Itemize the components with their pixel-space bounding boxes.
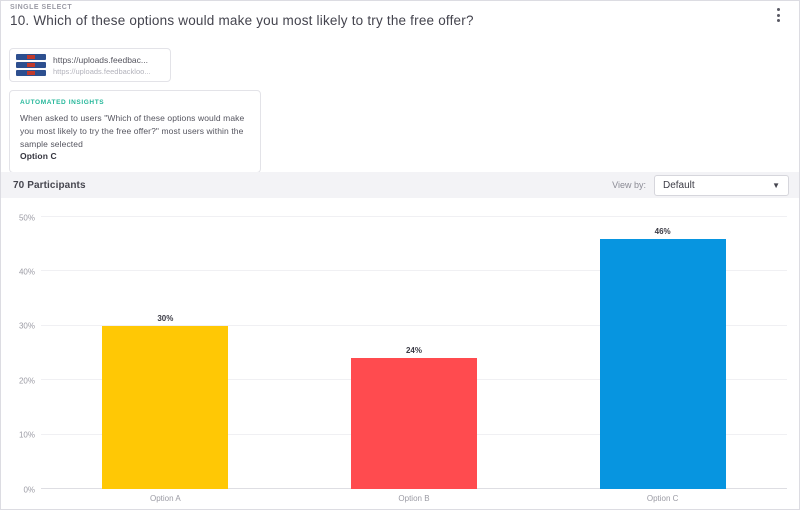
automated-insights-card: AUTOMATED INSIGHTS When asked to users "… bbox=[9, 90, 261, 173]
bar-column-option-b: 24% Option B bbox=[290, 217, 539, 503]
gridline-30 bbox=[41, 324, 787, 326]
insights-text: When asked to users "Which of these opti… bbox=[20, 112, 250, 163]
y-axis-tick-label: 10% bbox=[18, 430, 35, 440]
gridline-50 bbox=[41, 216, 787, 217]
x-axis-category-label: Option C bbox=[646, 494, 679, 503]
bar-value-label: 46% bbox=[654, 226, 671, 236]
participants-count: 70 Participants bbox=[13, 179, 86, 191]
y-axis-tick-label: 20% bbox=[18, 376, 35, 386]
participants-bar: 70 Participants View by: Default ▼ bbox=[1, 172, 799, 198]
bar-column-option-a: 30% Option A bbox=[41, 217, 290, 503]
question-header: SINGLE SELECT 10. Which of these options… bbox=[1, 1, 799, 28]
y-axis-tick-label: 30% bbox=[18, 321, 35, 331]
view-by-control: View by: Default ▼ bbox=[612, 174, 789, 196]
x-axis-category-label: Option A bbox=[149, 494, 181, 503]
stimulus-card[interactable]: https://uploads.feedbac... https://uploa… bbox=[9, 48, 171, 82]
bar-value-label: 24% bbox=[405, 346, 422, 356]
bar-option-a[interactable]: 30% bbox=[102, 314, 229, 489]
x-axis-category-label: Option B bbox=[398, 494, 430, 503]
y-axis-tick-label: 0% bbox=[23, 485, 35, 494]
stimulus-urls: https://uploads.feedbac... https://uploa… bbox=[53, 55, 151, 76]
bar-option-b[interactable]: 24% bbox=[350, 346, 477, 489]
insights-label: AUTOMATED INSIGHTS bbox=[20, 99, 105, 106]
view-by-label: View by: bbox=[612, 180, 646, 190]
insights-highlight: Option C bbox=[20, 151, 57, 162]
bar-chart: 0% 10% 20% 30% 40% 50% 30% Option A 24% Option B 4… bbox=[1, 198, 799, 509]
bar-option-c[interactable]: 46% bbox=[599, 227, 726, 489]
gridline-40 bbox=[41, 270, 787, 272]
stimulus-url-secondary: https://uploads.feedbackloo... bbox=[53, 66, 151, 76]
question-type-label: SINGLE SELECT bbox=[10, 4, 73, 11]
y-axis-tick-label: 50% bbox=[18, 213, 35, 222]
view-by-selected-value: Default bbox=[663, 179, 695, 191]
kebab-menu-icon[interactable] bbox=[777, 8, 781, 25]
page-title: 10. Which of these options would make yo… bbox=[10, 13, 474, 28]
stimulus-url-primary[interactable]: https://uploads.feedbac... bbox=[53, 54, 148, 65]
y-axis-tick-label: 40% bbox=[18, 267, 35, 277]
insights-sentence: When asked to users "Which of these opti… bbox=[20, 113, 245, 149]
stimulus-thumbnail-image bbox=[16, 52, 46, 78]
chevron-down-icon: ▼ bbox=[772, 180, 780, 190]
view-by-dropdown[interactable]: Default ▼ bbox=[654, 174, 789, 196]
bar-value-label: 30% bbox=[157, 313, 174, 323]
bar-column-option-c: 46% Option C bbox=[538, 217, 787, 503]
plot-area: 0% 10% 20% 30% 40% 50% 30% Option A 24% Option B 4… bbox=[19, 213, 787, 503]
